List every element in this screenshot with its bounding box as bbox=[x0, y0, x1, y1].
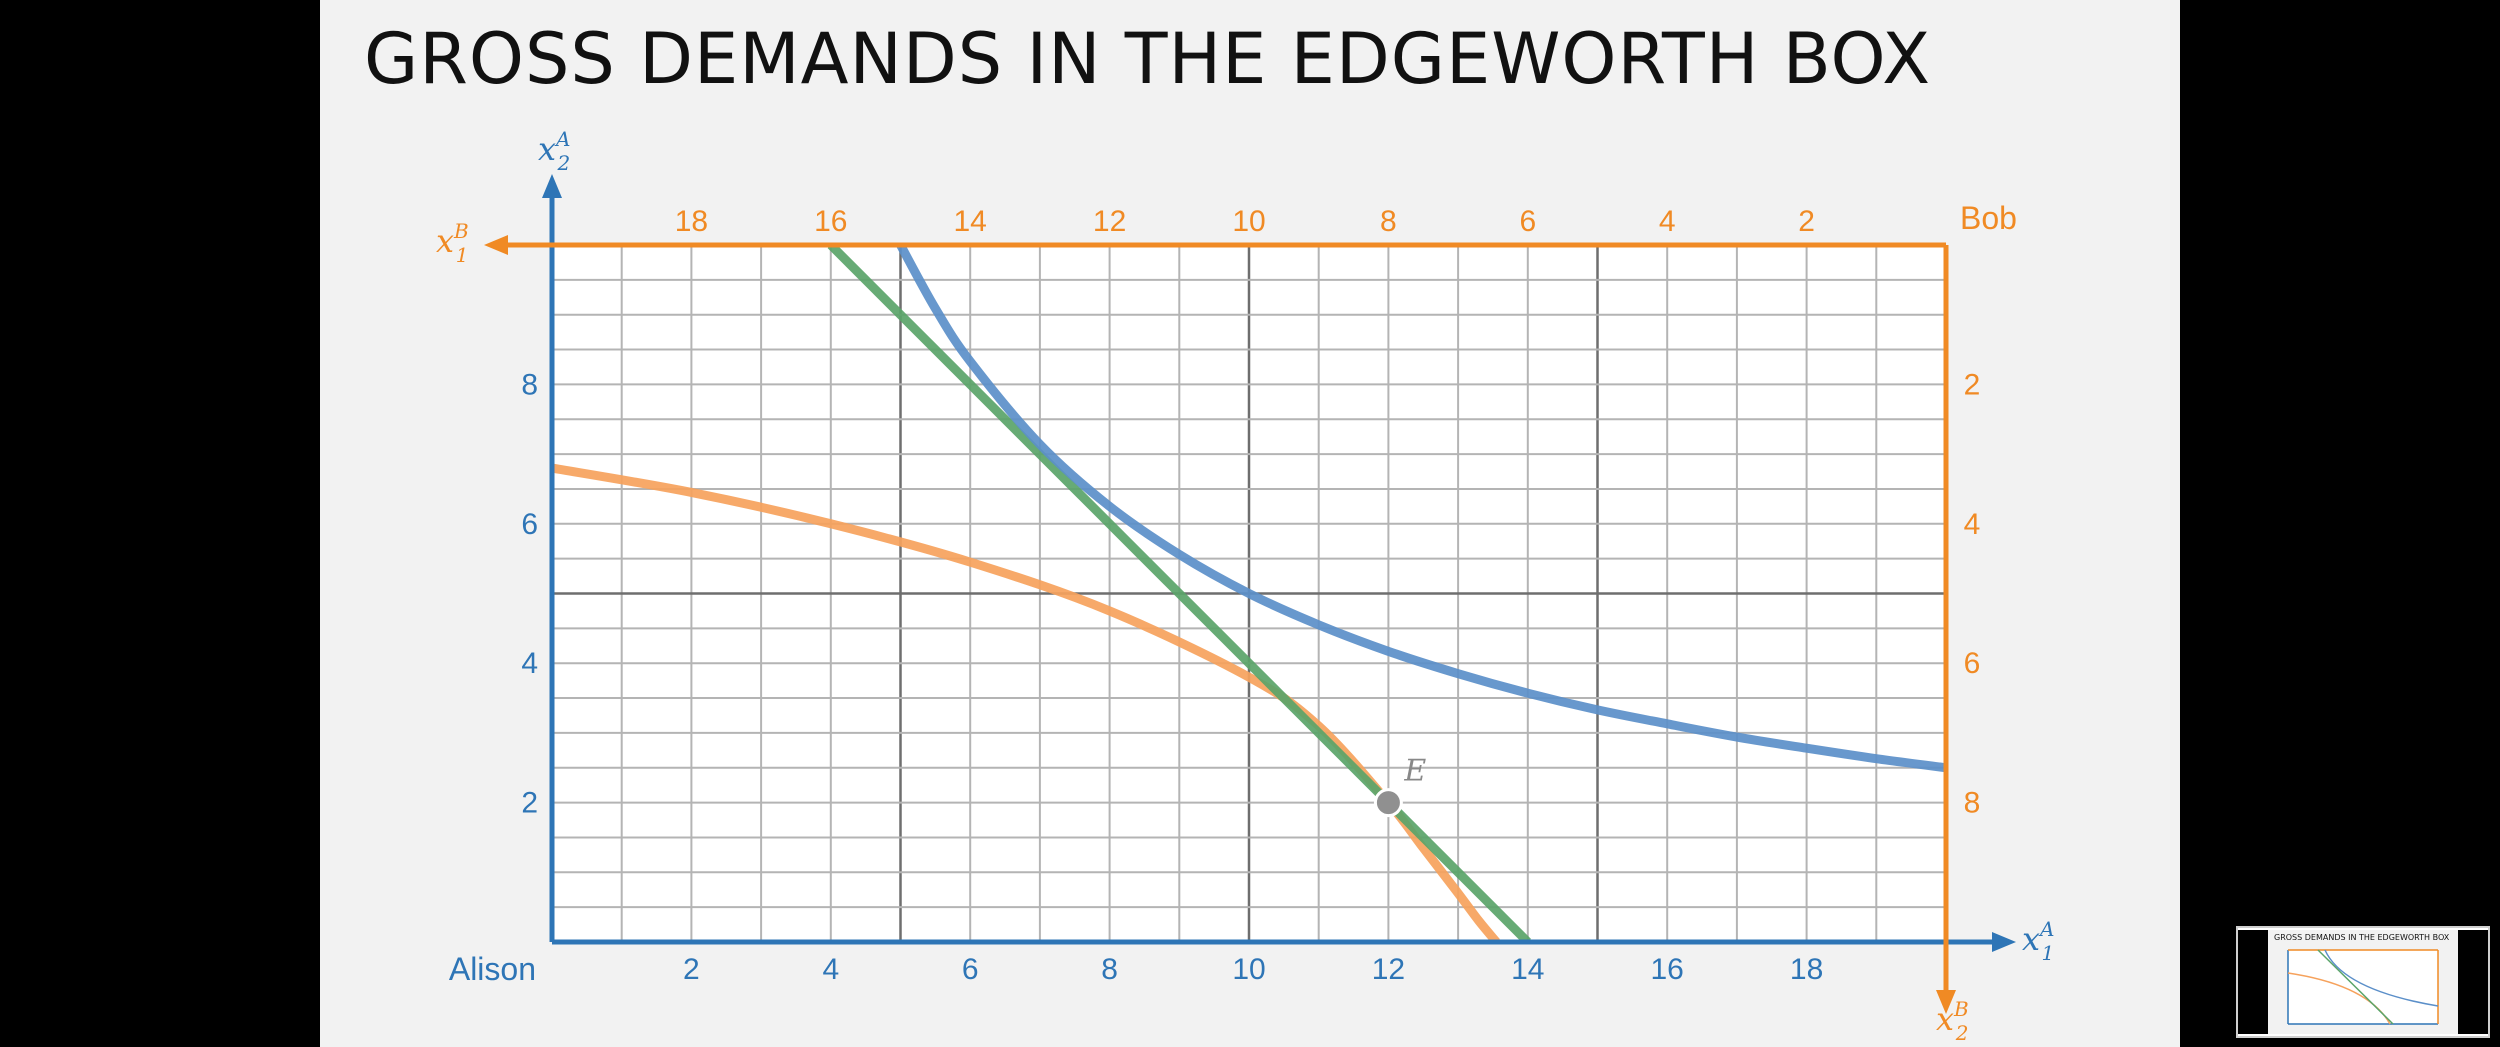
slide-title: GROSS DEMANDS IN THE EDGEWORTH BOX bbox=[364, 18, 1932, 100]
tick-label-bob-x: 4 bbox=[1659, 205, 1676, 238]
thumbnail-left-bar bbox=[2238, 930, 2268, 1034]
alison-y-arrow bbox=[542, 174, 562, 198]
tick-label-alison-x: 16 bbox=[1651, 953, 1684, 986]
tick-label-alison-x: 12 bbox=[1372, 953, 1405, 986]
tick-label-alison-y: 8 bbox=[521, 368, 538, 401]
thumbnail-slide: GROSS DEMANDS IN THE EDGEWORTH BOX bbox=[2268, 930, 2458, 1034]
endowment: E bbox=[1373, 754, 1426, 818]
tick-label-alison-x: 2 bbox=[683, 953, 700, 986]
tick-label-bob-y: 6 bbox=[1964, 647, 1981, 680]
tick-label-alison-x: 4 bbox=[822, 953, 839, 986]
tick-label-bob-y: 4 bbox=[1964, 508, 1981, 541]
budget-line bbox=[827, 245, 1531, 942]
tick-label-bob-x: 16 bbox=[814, 205, 847, 238]
bob-origin-label: Bob bbox=[1960, 200, 2017, 236]
thumbnail-title: GROSS DEMANDS IN THE EDGEWORTH BOX bbox=[2274, 933, 2450, 942]
tick-label-bob-x: 6 bbox=[1519, 205, 1536, 238]
tick-label-bob-y: 8 bbox=[1964, 787, 1981, 820]
tick-label-alison-x: 6 bbox=[962, 953, 979, 986]
tick-label-bob-x: 10 bbox=[1232, 205, 1265, 238]
tick-label-alison-x: 14 bbox=[1511, 953, 1544, 986]
tick-label-alison-y: 6 bbox=[521, 508, 538, 541]
bob-x-arrow bbox=[484, 235, 508, 255]
endowment-point bbox=[1373, 788, 1403, 818]
tick-label-alison-x: 10 bbox=[1232, 953, 1265, 986]
alison-origin-label: Alison bbox=[449, 951, 536, 987]
axes bbox=[484, 174, 2016, 1014]
curves bbox=[552, 245, 1946, 942]
thumbnail-chart bbox=[2287, 949, 2439, 1025]
bob-y-arrow bbox=[1936, 990, 1956, 1014]
alison-x-axis-label: xA 1 bbox=[2022, 917, 2055, 965]
alison-y-axis-label: xA 2 bbox=[538, 127, 571, 175]
tick-label-alison-x: 8 bbox=[1101, 953, 1118, 986]
bob-indifference-curve bbox=[552, 463, 1500, 942]
tick-label-alison-x: 18 bbox=[1790, 953, 1823, 986]
tick-label-bob-y: 2 bbox=[1964, 368, 1981, 401]
alison-x-arrow bbox=[1992, 932, 2016, 952]
alison-indifference-curve bbox=[896, 245, 1946, 773]
edgeworth-box-chart: 2 4 6 8 10 12 14 16 18 2 4 6 8 18 16 14 12 10 8 6 4 2 2 4 6 8 Alis… bbox=[436, 127, 2055, 1045]
tick-label-alison-y: 4 bbox=[521, 647, 538, 680]
tick-label-bob-x: 8 bbox=[1380, 205, 1397, 238]
slide-thumbnail[interactable]: GROSS DEMANDS IN THE EDGEWORTH BOX bbox=[2236, 926, 2490, 1038]
tick-label-bob-x: 14 bbox=[954, 205, 987, 238]
tick-label-alison-y: 2 bbox=[521, 787, 538, 820]
slide: GROSS DEMANDS IN THE EDGEWORTH BOX 2 4 6 8 1… bbox=[320, 0, 2180, 1047]
tick-labels: 2 4 6 8 10 12 14 16 18 2 4 6 8 18 16 14 12 10 8 6 4 2 2 4 6 8 Alis… bbox=[436, 127, 2055, 1045]
tick-label-bob-x: 18 bbox=[675, 205, 708, 238]
bob-x-axis-label: xB 1 bbox=[436, 219, 469, 267]
endowment-label: E bbox=[1403, 754, 1426, 789]
thumbnail-right-bar bbox=[2458, 930, 2488, 1034]
bob-y-axis-label: xB 2 bbox=[1936, 997, 1969, 1045]
tick-label-bob-x: 12 bbox=[1093, 205, 1126, 238]
tick-label-bob-x: 2 bbox=[1798, 205, 1815, 238]
